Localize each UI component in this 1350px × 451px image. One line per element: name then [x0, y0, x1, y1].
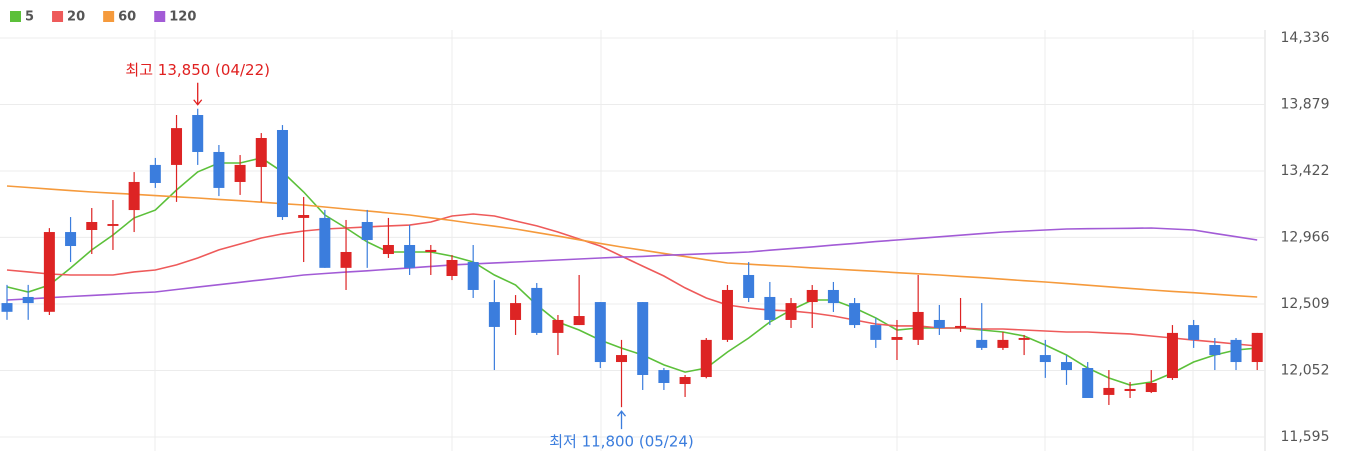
- candle-body: [827, 289, 839, 304]
- y-tick-label: 12,509: [1281, 296, 1330, 312]
- candle-body: [594, 302, 606, 363]
- candle-body: [149, 164, 161, 183]
- candle-body: [1166, 332, 1178, 379]
- candle-body: [1230, 339, 1242, 363]
- candle-body: [425, 249, 437, 252]
- y-tick-label: 14,336: [1281, 30, 1330, 46]
- candle-body: [1145, 382, 1157, 393]
- candle-body: [171, 128, 183, 165]
- candle-body: [107, 224, 119, 226]
- candle-body: [1039, 355, 1051, 363]
- legend-label: 60: [118, 10, 136, 25]
- y-tick-label: 11,595: [1281, 429, 1330, 445]
- candle-body: [616, 355, 628, 363]
- candle-body: [1251, 332, 1263, 363]
- ma-line: [6, 157, 1258, 386]
- candle-body: [1124, 388, 1136, 392]
- ma-line: [6, 227, 1258, 301]
- candle-body: [467, 262, 479, 290]
- candle-body: [382, 244, 394, 255]
- candle-body: [997, 339, 1009, 348]
- candle-body: [891, 336, 903, 340]
- candle-body: [785, 303, 797, 320]
- candle-body: [446, 259, 458, 277]
- candle-body: [404, 244, 416, 268]
- candle-body: [22, 296, 34, 304]
- legend-swatch: [154, 11, 166, 22]
- candle-body: [870, 325, 882, 340]
- candle-body: [213, 151, 225, 188]
- candle-body: [128, 181, 140, 211]
- candle-body: [340, 251, 352, 268]
- legend-label: 5: [25, 10, 34, 25]
- low-annotation: 최저 11,800 (05/24): [549, 433, 694, 451]
- candle-body: [1061, 362, 1072, 371]
- candle-body: [361, 221, 373, 241]
- candle-body: [488, 302, 500, 327]
- candle-body: [700, 339, 712, 378]
- legend-swatch: [52, 11, 64, 22]
- candle-body: [658, 370, 670, 383]
- low-arrow: [617, 410, 627, 430]
- ma-line: [6, 185, 1258, 298]
- candle-body: [679, 377, 691, 385]
- legend-swatch: [10, 11, 21, 22]
- candle-body: [1082, 368, 1094, 398]
- legend-label: 20: [67, 10, 85, 25]
- candle-body: [276, 129, 288, 218]
- candle-body: [510, 303, 522, 320]
- y-tick-label: 13,879: [1281, 97, 1330, 113]
- high-annotation: 최고 13,850 (04/22): [125, 61, 270, 79]
- candle-body: [743, 274, 755, 298]
- candle-body: [1103, 387, 1115, 395]
- candle-body: [764, 296, 776, 320]
- candle-body: [1, 303, 13, 312]
- candle-body: [1209, 345, 1221, 356]
- candle-body: [86, 221, 98, 231]
- candle-body: [637, 302, 649, 375]
- vertical-grid: [154, 30, 1266, 451]
- candle-body: [319, 217, 331, 268]
- candle-body: [552, 319, 564, 333]
- candle-body: [43, 232, 55, 312]
- candle-body: [298, 215, 310, 218]
- candle-body: [192, 115, 204, 152]
- candle-body: [806, 289, 818, 303]
- candle-body: [976, 339, 988, 348]
- y-tick-label: 13,422: [1281, 163, 1330, 179]
- legend-swatch: [103, 11, 115, 22]
- candle-body: [1188, 325, 1200, 340]
- candle-body: [721, 289, 733, 340]
- candle-body: [849, 303, 861, 326]
- candle-body: [255, 138, 267, 167]
- candle-body: [573, 316, 585, 326]
- candle-body: [234, 164, 246, 182]
- candle-body: [912, 311, 924, 340]
- y-tick-label: 12,052: [1281, 362, 1330, 378]
- candle-body: [1018, 338, 1030, 340]
- high-arrow: [193, 82, 203, 106]
- candle-body: [65, 232, 77, 247]
- y-tick-label: 12,966: [1281, 229, 1330, 245]
- candle-body: [955, 325, 967, 328]
- legend-label: 120: [169, 10, 196, 25]
- candle-body: [933, 319, 945, 328]
- ma-line: [6, 213, 1258, 347]
- candle-body: [531, 287, 543, 333]
